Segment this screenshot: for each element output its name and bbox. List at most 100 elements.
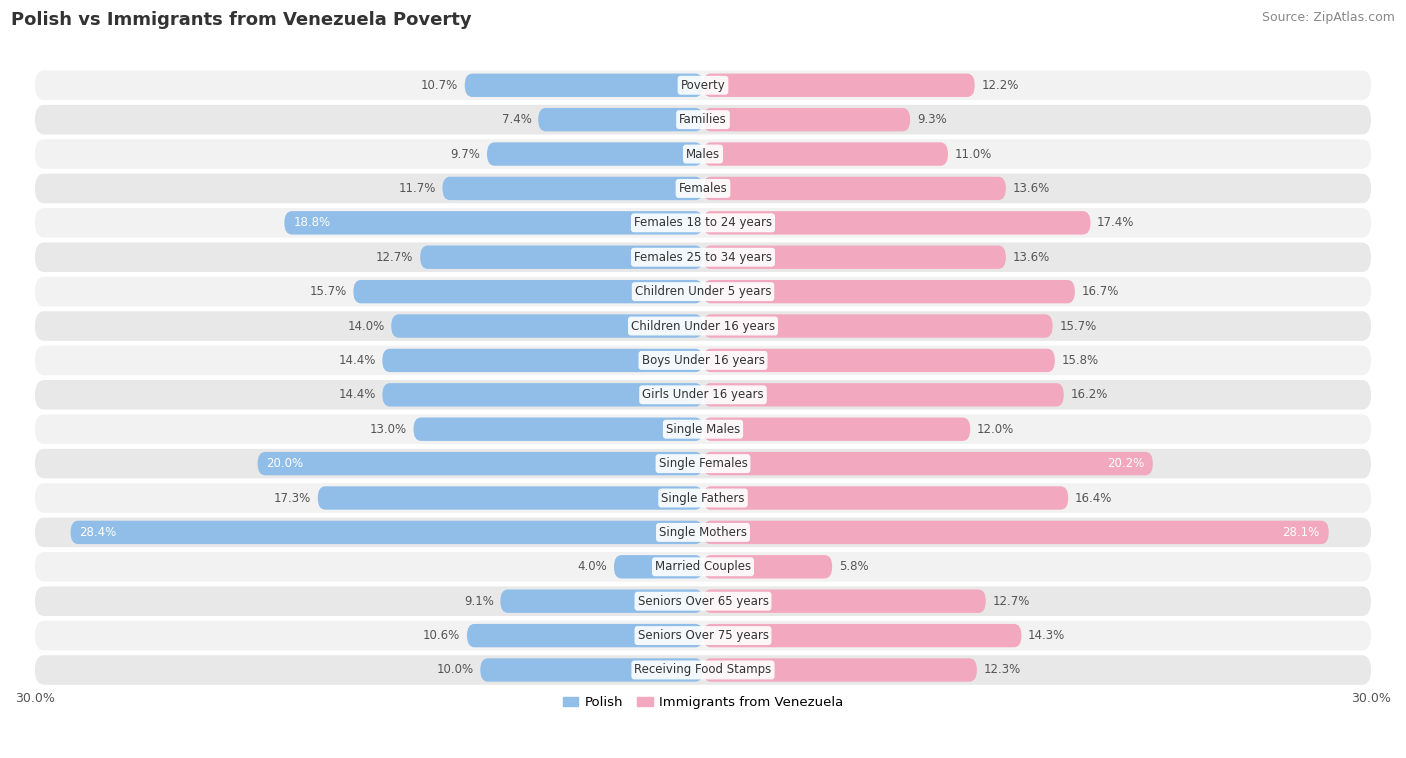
Text: Single Mothers: Single Mothers [659, 526, 747, 539]
Text: 14.0%: 14.0% [347, 320, 385, 333]
FancyBboxPatch shape [35, 346, 1371, 375]
FancyBboxPatch shape [703, 177, 1005, 200]
FancyBboxPatch shape [703, 315, 1053, 338]
FancyBboxPatch shape [703, 349, 1054, 372]
Text: 12.0%: 12.0% [977, 423, 1014, 436]
FancyBboxPatch shape [70, 521, 703, 544]
Text: Girls Under 16 years: Girls Under 16 years [643, 388, 763, 401]
FancyBboxPatch shape [538, 108, 703, 131]
Text: 30.0%: 30.0% [1351, 692, 1391, 706]
FancyBboxPatch shape [257, 452, 703, 475]
Text: Families: Families [679, 113, 727, 126]
Text: Poverty: Poverty [681, 79, 725, 92]
FancyBboxPatch shape [382, 383, 703, 406]
Text: 30.0%: 30.0% [15, 692, 55, 706]
Text: Seniors Over 75 years: Seniors Over 75 years [637, 629, 769, 642]
Text: Source: ZipAtlas.com: Source: ZipAtlas.com [1261, 11, 1395, 24]
Text: 16.7%: 16.7% [1081, 285, 1119, 298]
Text: Single Fathers: Single Fathers [661, 491, 745, 505]
FancyBboxPatch shape [703, 108, 910, 131]
FancyBboxPatch shape [35, 518, 1371, 547]
Text: 7.4%: 7.4% [502, 113, 531, 126]
FancyBboxPatch shape [284, 211, 703, 234]
Text: Receiving Food Stamps: Receiving Food Stamps [634, 663, 772, 676]
Text: 4.0%: 4.0% [578, 560, 607, 573]
FancyBboxPatch shape [481, 658, 703, 681]
FancyBboxPatch shape [703, 452, 1153, 475]
Text: 10.6%: 10.6% [423, 629, 460, 642]
FancyBboxPatch shape [420, 246, 703, 269]
FancyBboxPatch shape [703, 211, 1091, 234]
FancyBboxPatch shape [486, 143, 703, 166]
Text: Seniors Over 65 years: Seniors Over 65 years [637, 595, 769, 608]
Text: 12.7%: 12.7% [993, 595, 1029, 608]
Text: 12.2%: 12.2% [981, 79, 1019, 92]
FancyBboxPatch shape [353, 280, 703, 303]
Text: Females: Females [679, 182, 727, 195]
Text: Boys Under 16 years: Boys Under 16 years [641, 354, 765, 367]
Text: Polish vs Immigrants from Venezuela Poverty: Polish vs Immigrants from Venezuela Pove… [11, 11, 472, 30]
Text: 9.3%: 9.3% [917, 113, 946, 126]
Text: Males: Males [686, 148, 720, 161]
FancyBboxPatch shape [35, 208, 1371, 237]
Text: Children Under 5 years: Children Under 5 years [634, 285, 772, 298]
FancyBboxPatch shape [35, 243, 1371, 272]
FancyBboxPatch shape [703, 624, 1021, 647]
Text: 9.1%: 9.1% [464, 595, 494, 608]
Text: 12.3%: 12.3% [984, 663, 1021, 676]
Text: 11.0%: 11.0% [955, 148, 991, 161]
Text: 13.0%: 13.0% [370, 423, 406, 436]
FancyBboxPatch shape [35, 174, 1371, 203]
FancyBboxPatch shape [703, 487, 1069, 509]
FancyBboxPatch shape [703, 658, 977, 681]
Text: 28.1%: 28.1% [1282, 526, 1320, 539]
Text: 13.6%: 13.6% [1012, 182, 1050, 195]
Text: 16.2%: 16.2% [1070, 388, 1108, 401]
FancyBboxPatch shape [318, 487, 703, 509]
Text: 20.2%: 20.2% [1107, 457, 1144, 470]
Text: 17.4%: 17.4% [1097, 216, 1135, 230]
Text: Children Under 16 years: Children Under 16 years [631, 320, 775, 333]
FancyBboxPatch shape [465, 74, 703, 97]
FancyBboxPatch shape [703, 74, 974, 97]
FancyBboxPatch shape [35, 449, 1371, 478]
Text: Single Females: Single Females [658, 457, 748, 470]
Text: 10.7%: 10.7% [420, 79, 458, 92]
Text: 13.6%: 13.6% [1012, 251, 1050, 264]
Text: Females 25 to 34 years: Females 25 to 34 years [634, 251, 772, 264]
FancyBboxPatch shape [703, 246, 1005, 269]
Text: 14.4%: 14.4% [339, 354, 375, 367]
FancyBboxPatch shape [703, 143, 948, 166]
Text: 9.7%: 9.7% [450, 148, 481, 161]
FancyBboxPatch shape [382, 349, 703, 372]
Text: 14.3%: 14.3% [1028, 629, 1066, 642]
FancyBboxPatch shape [35, 277, 1371, 306]
FancyBboxPatch shape [413, 418, 703, 441]
FancyBboxPatch shape [391, 315, 703, 338]
FancyBboxPatch shape [703, 555, 832, 578]
FancyBboxPatch shape [614, 555, 703, 578]
FancyBboxPatch shape [35, 380, 1371, 409]
FancyBboxPatch shape [35, 587, 1371, 616]
Text: 15.8%: 15.8% [1062, 354, 1098, 367]
FancyBboxPatch shape [703, 521, 1329, 544]
Text: 18.8%: 18.8% [294, 216, 330, 230]
Text: 15.7%: 15.7% [1059, 320, 1097, 333]
FancyBboxPatch shape [443, 177, 703, 200]
FancyBboxPatch shape [35, 415, 1371, 444]
Text: Single Males: Single Males [666, 423, 740, 436]
Legend: Polish, Immigrants from Venezuela: Polish, Immigrants from Venezuela [557, 691, 849, 715]
FancyBboxPatch shape [35, 621, 1371, 650]
FancyBboxPatch shape [501, 590, 703, 613]
Text: 20.0%: 20.0% [267, 457, 304, 470]
FancyBboxPatch shape [35, 139, 1371, 169]
FancyBboxPatch shape [35, 655, 1371, 684]
Text: 11.7%: 11.7% [398, 182, 436, 195]
Text: 28.4%: 28.4% [80, 526, 117, 539]
FancyBboxPatch shape [703, 383, 1064, 406]
Text: 10.0%: 10.0% [436, 663, 474, 676]
Text: 12.7%: 12.7% [377, 251, 413, 264]
FancyBboxPatch shape [35, 483, 1371, 513]
FancyBboxPatch shape [703, 280, 1076, 303]
FancyBboxPatch shape [35, 552, 1371, 581]
